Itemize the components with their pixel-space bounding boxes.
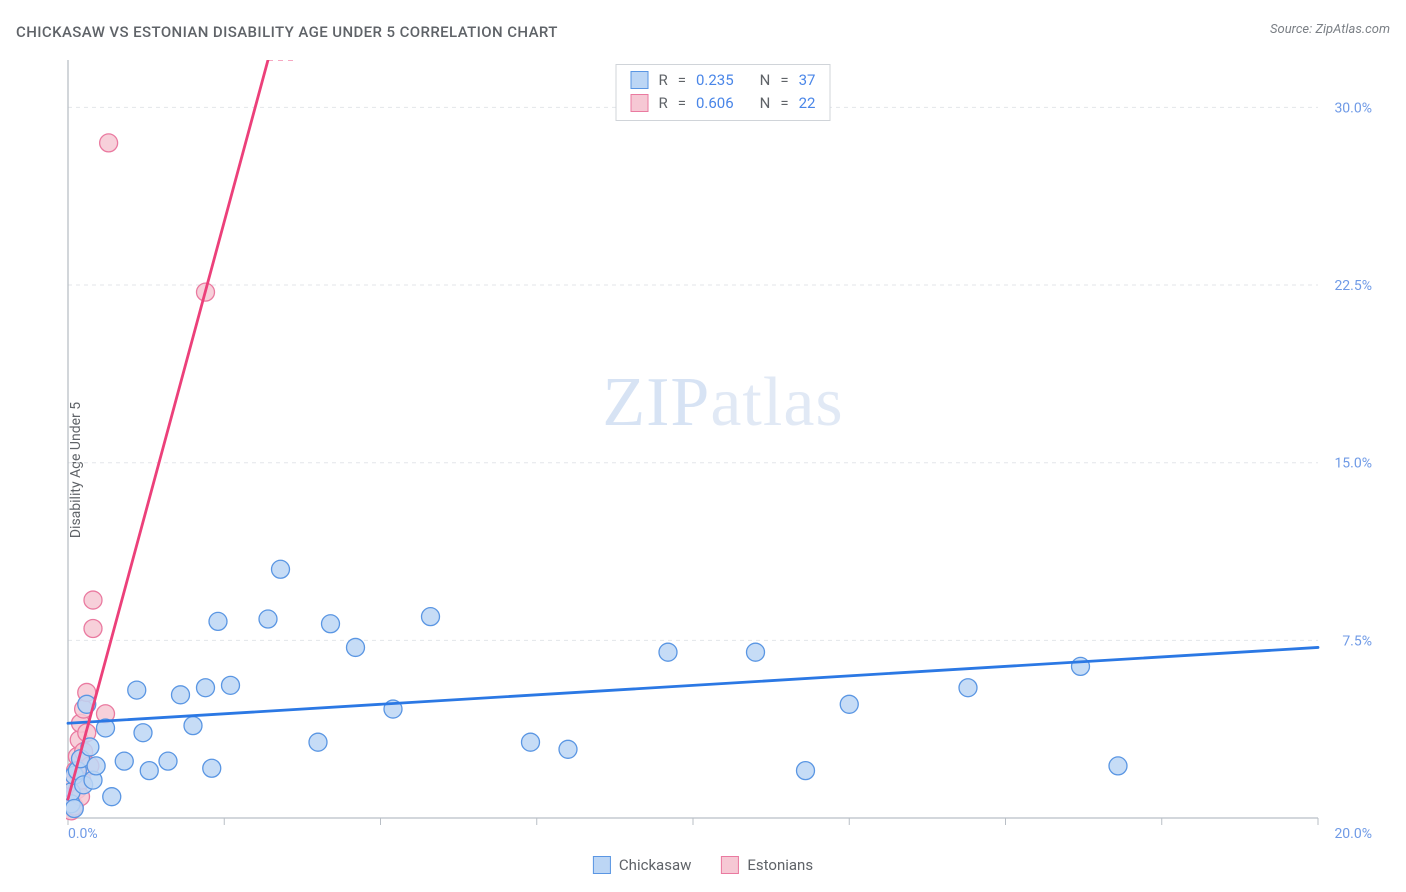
- stat-eq: =: [780, 92, 788, 115]
- stat-n-label: N: [760, 92, 771, 115]
- legend-swatch-chickasaw: [593, 856, 611, 874]
- stat-eq: =: [780, 69, 788, 92]
- svg-text:20.0%: 20.0%: [1334, 826, 1372, 840]
- stat-legend-row-2: R = 0.606 N = 22: [631, 92, 816, 115]
- stat-legend-row-1: R = 0.235 N = 37: [631, 69, 816, 92]
- source-attribution: Source: ZipAtlas.com: [1270, 22, 1390, 37]
- series-legend-label: Chickasaw: [619, 856, 691, 874]
- series-legend-item-estonians: Estonians: [721, 856, 813, 874]
- chart-title: CHICKASAW VS ESTONIAN DISABILITY AGE UND…: [16, 23, 558, 41]
- source-value: ZipAtlas.com: [1315, 22, 1390, 37]
- series-legend-item-chickasaw: Chickasaw: [593, 856, 691, 874]
- svg-text:0.0%: 0.0%: [68, 826, 98, 840]
- svg-text:15.0%: 15.0%: [1334, 456, 1372, 472]
- svg-text:7.5%: 7.5%: [1342, 633, 1372, 649]
- series-legend: Chickasaw Estonians: [593, 856, 813, 874]
- series-legend-label: Estonians: [747, 856, 813, 874]
- chart-header: CHICKASAW VS ESTONIAN DISABILITY AGE UND…: [16, 22, 1390, 52]
- stat-legend: R = 0.235 N = 37 R = 0.606 N = 22: [616, 64, 831, 121]
- plot-wrapper: Disability Age Under 5 7.5%15.0%22.5%30.…: [16, 60, 1390, 880]
- stat-r-value-2: 0.606: [696, 92, 734, 115]
- legend-swatch-chickasaw: [631, 71, 649, 89]
- stat-n-value-2: 22: [799, 92, 816, 115]
- stat-r-label: R: [659, 92, 668, 115]
- legend-swatch-estonians: [631, 94, 649, 112]
- chart-area: 7.5%15.0%22.5%30.0%0.0%20.0% ZIPatlas R …: [66, 60, 1380, 840]
- svg-text:22.5%: 22.5%: [1334, 278, 1372, 294]
- svg-text:30.0%: 30.0%: [1334, 100, 1372, 116]
- stat-r-label: R: [659, 69, 668, 92]
- stat-n-label: N: [760, 69, 771, 92]
- source-label: Source:: [1270, 22, 1315, 37]
- stat-n-value-1: 37: [799, 69, 816, 92]
- stat-eq: =: [678, 92, 686, 115]
- legend-swatch-estonians: [721, 856, 739, 874]
- scatter-chart-svg: 7.5% 15.0% 22.5% 30.0% 0.0% 20.0%: [66, 60, 1380, 840]
- stat-eq: =: [678, 69, 686, 92]
- stat-r-value-1: 0.235: [696, 69, 734, 92]
